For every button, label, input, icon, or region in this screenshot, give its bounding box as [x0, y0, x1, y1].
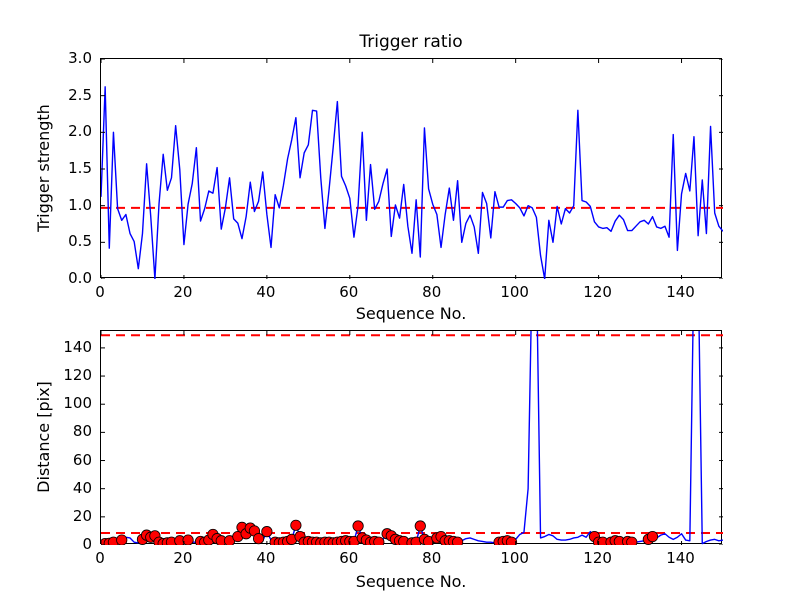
trigger-ratio-y-tick-label: 3.0 — [68, 49, 92, 67]
trigger-ratio-y-tick-label: 1.0 — [68, 195, 92, 214]
distance-y-tick-label: 100 — [63, 394, 92, 413]
distance-y-tick-label: 140 — [63, 337, 92, 356]
data-marker — [505, 536, 518, 545]
distance-axes — [100, 330, 723, 545]
trigger-ratio-y-tick-label: 0.5 — [68, 232, 92, 251]
data-marker — [290, 519, 302, 531]
plot-surface — [101, 59, 723, 279]
distance-x-tick-label: 140 — [666, 549, 695, 567]
data-marker — [252, 533, 265, 545]
trigger-ratio-axes — [100, 58, 723, 279]
trigger-ratio-y-tick-label: 0.0 — [68, 269, 92, 287]
trigger-ratio-y-tick-label: 2.5 — [68, 85, 92, 104]
data-line — [101, 86, 723, 279]
tick-marks — [101, 59, 723, 279]
plot-surface — [101, 331, 723, 545]
flagged-points — [101, 519, 659, 545]
data-marker — [452, 536, 464, 545]
data-marker — [646, 530, 659, 543]
data-marker — [261, 526, 273, 538]
data-marker — [414, 520, 426, 532]
data-marker — [352, 520, 364, 532]
trigger-ratio-x-tick-label: 140 — [666, 283, 695, 301]
distance-x-tick-label: 80 — [422, 549, 442, 567]
data-marker — [373, 536, 385, 545]
distance-x-tick-label: 60 — [339, 549, 359, 567]
data-marker — [116, 534, 128, 545]
data-line — [101, 331, 723, 545]
distance-y-tick-label: 0 — [82, 535, 92, 553]
distance-y-tick-label: 120 — [63, 366, 92, 385]
trigger-ratio-x-tick-label: 100 — [500, 283, 529, 301]
distance-x-tick-label: 0 — [95, 549, 105, 567]
trigger-ratio-y-tick-label: 1.5 — [68, 159, 92, 177]
trigger-ratio-x-tick-label: 20 — [173, 283, 193, 301]
distance-y-tick-label: 40 — [72, 478, 92, 497]
distance-x-tick-label: 100 — [500, 549, 529, 567]
trigger-ratio-x-axis-label: Sequence No. — [355, 304, 467, 323]
trigger-ratio-x-tick-label: 0 — [95, 283, 105, 301]
distance-y-tick-label: 80 — [72, 422, 92, 441]
trigger-ratio-x-tick-label: 40 — [256, 283, 276, 301]
trigger-ratio-x-tick-label: 80 — [422, 283, 442, 301]
trigger-ratio-y-tick-label: 2.0 — [68, 122, 92, 141]
data-marker — [182, 534, 194, 545]
trigger-ratio-x-tick-label: 60 — [339, 283, 359, 301]
distance-x-axis-label: Sequence No. — [355, 572, 467, 591]
chart-title: Trigger ratio — [359, 32, 463, 52]
tick-marks — [101, 331, 723, 545]
trigger-ratio-x-tick-label: 120 — [583, 283, 612, 301]
data-marker — [626, 536, 638, 545]
distance-x-tick-label: 40 — [256, 549, 276, 567]
distance-y-tick-label: 20 — [72, 506, 92, 525]
distance-x-tick-label: 120 — [583, 549, 612, 567]
distance-x-tick-label: 20 — [173, 549, 193, 567]
distance-y-tick-label: 60 — [72, 450, 92, 469]
